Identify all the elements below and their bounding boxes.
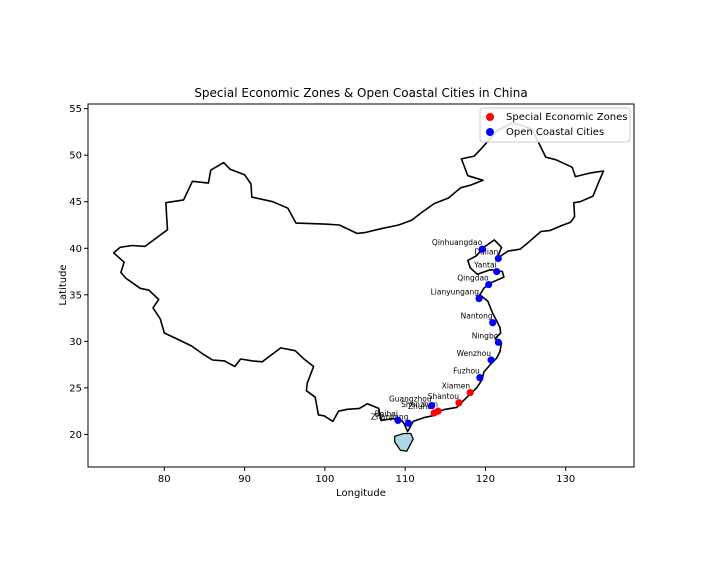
city-label-wenzhou: Wenzhou — [457, 349, 492, 358]
city-point-xiamen — [466, 388, 474, 397]
legend-marker-coastal — [486, 128, 494, 136]
x-tick-label: 110 — [396, 474, 415, 485]
y-tick-label: 30 — [69, 337, 82, 348]
city-label-shenzhen: Shenzhen — [401, 400, 438, 409]
city-label-qinhuangdao: Qinhuangdao — [432, 238, 483, 247]
city-point-nantong — [489, 319, 497, 327]
y-tick-label: 40 — [69, 244, 82, 255]
plot-frame — [87, 103, 635, 468]
legend: Special Economic Zones Open Coastal Citi… — [479, 107, 631, 143]
y-tick-label: 45 — [69, 197, 82, 208]
city-label-xiamen: Xiamen — [442, 382, 471, 391]
city-label-zhanjiang: Zhanjiang — [371, 412, 409, 421]
city-label-yantai: Yantai — [473, 261, 497, 270]
city-point-qinhuangdao — [478, 245, 486, 253]
city-label-beihai: Beihai — [375, 409, 398, 418]
x-tick-label: 100 — [315, 474, 334, 485]
city-label-dalian: Dalian — [474, 248, 498, 257]
legend-label-sez: Special Economic Zones — [506, 112, 627, 123]
x-axis-label: Longitude — [336, 488, 386, 499]
city-point-beihai — [394, 416, 402, 425]
y-tick-label: 55 — [69, 104, 82, 115]
city-label-guangzhou: Guangzhou — [389, 395, 432, 404]
mainland-outline — [112, 121, 605, 433]
city-point-lianyungang — [475, 294, 483, 303]
y-tick-label: 50 — [69, 151, 82, 162]
city-label-shantou: Shantou — [428, 392, 459, 401]
city-point-qingdao — [485, 280, 493, 289]
y-tick-label: 35 — [69, 290, 82, 301]
city-label-nantong: Nantong — [461, 312, 493, 321]
y-axis: 20 25 30 35 40 45 50 55 — [69, 104, 88, 441]
city-label-ningbo: Ningbo — [472, 331, 499, 340]
city-point-yantai — [493, 267, 501, 276]
city-label-lianyungang: Lianyungang — [431, 288, 480, 297]
chart-title: Special Economic Zones & Open Coastal Ci… — [194, 86, 527, 100]
city-point-ningbo — [494, 338, 502, 346]
city-label-qingdao: Qingdao — [457, 274, 489, 283]
city-point-wenzhou — [487, 356, 495, 364]
city-label-fuzhou: Fuzhou — [453, 367, 480, 376]
x-tick-label: 130 — [556, 474, 575, 485]
y-tick-label: 25 — [69, 383, 82, 394]
legend-box — [479, 107, 631, 143]
city-point-zhanjiang — [404, 419, 412, 427]
city-point-zhuhai — [430, 409, 438, 417]
hainan-island — [394, 432, 414, 452]
city-point-shantou — [455, 399, 463, 407]
city-points — [394, 245, 502, 427]
legend-label-coastal: Open Coastal Cities — [506, 127, 604, 138]
city-label-zhuhai: Zhuhai — [408, 402, 434, 411]
city-point-dalian — [494, 254, 502, 263]
legend-marker-sez — [486, 113, 494, 121]
y-axis-label: Latitude — [58, 264, 69, 305]
x-tick-label: 90 — [238, 474, 251, 485]
city-point-fuzhou — [476, 374, 484, 382]
y-tick-label: 20 — [69, 430, 82, 441]
city-point-guangzhou — [428, 401, 436, 410]
x-axis: 80 90 100 110 120 130 — [158, 467, 575, 485]
x-tick-label: 80 — [158, 474, 171, 485]
x-tick-label: 120 — [476, 474, 495, 485]
